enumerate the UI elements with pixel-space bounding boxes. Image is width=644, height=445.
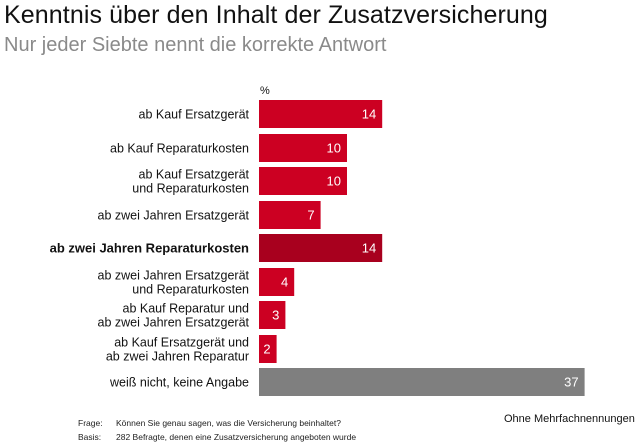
question-text: Können Sie genau sagen, was die Versiche… (116, 418, 341, 428)
value-label-9: 37 (564, 375, 578, 390)
bar-1 (259, 100, 383, 128)
base-text: 282 Befragte, denen eine Zusatzversicher… (116, 432, 357, 442)
bar-8 (259, 335, 277, 363)
value-label-1: 14 (362, 107, 376, 122)
base-note: Basis: 282 Befragte, denen eine Zusatzver… (78, 432, 356, 442)
bar-3 (259, 167, 347, 195)
category-label-7: ab Kauf Reparatur und ab zwei Jahren Ersa… (98, 302, 250, 330)
value-label-8: 2 (263, 342, 270, 357)
unit-label: % (260, 85, 270, 97)
category-label-2: ab Kauf Reparaturkosten (110, 142, 249, 156)
page-title: Kenntnis über den Inhalt der Zusatzversi… (4, 1, 548, 29)
category-label-6: ab zwei Jahren Ersatzgerät und Reparaturk… (98, 269, 250, 297)
category-label-9: weiß nicht, keine Angabe (109, 376, 249, 390)
category-label-4: ab zwei Jahren Ersatzgerät (98, 209, 250, 223)
category-label-3: ab Kauf Ersatzgerät und Reparaturkosten (132, 168, 249, 196)
value-label-4: 7 (307, 208, 314, 223)
question-note: Frage: Können Sie genau sagen, was die Ve… (78, 418, 341, 428)
bar-6 (259, 268, 295, 296)
value-label-3: 10 (327, 174, 341, 189)
value-label-5: 14 (362, 241, 376, 256)
bar-4 (259, 201, 321, 229)
category-label-8: ab Kauf Ersatzgerät und ab zwei Jahren Re… (106, 336, 249, 364)
value-label-6: 4 (281, 275, 288, 290)
bar-2 (259, 134, 347, 162)
bar-7 (259, 301, 286, 329)
category-label-5: ab zwei Jahren Reparaturkosten (50, 241, 249, 256)
multiple-answers-note: Ohne Mehrfachnennungen (504, 413, 635, 425)
bar-9 (259, 368, 585, 396)
value-label-7: 3 (272, 308, 279, 323)
page-subtitle: Nur jeder Siebte nennt die korrekte Antw… (4, 34, 387, 56)
value-label-2: 10 (327, 141, 341, 156)
category-label-1: ab Kauf Ersatzgerät (139, 108, 250, 122)
bar-5 (259, 234, 383, 262)
question-key: Frage: (78, 418, 103, 428)
base-key: Basis: (78, 432, 102, 442)
